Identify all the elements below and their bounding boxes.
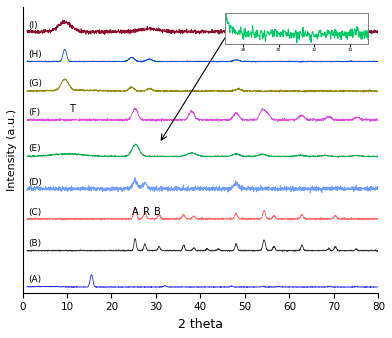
Text: (H): (H) <box>28 50 42 59</box>
Text: (A): (A) <box>28 275 41 284</box>
Text: (F): (F) <box>28 108 40 118</box>
Text: (D): (D) <box>28 178 42 187</box>
Text: T: T <box>69 104 75 114</box>
Text: (C): (C) <box>28 208 41 217</box>
Text: (G): (G) <box>28 79 42 88</box>
Y-axis label: Intensity (a.u.): Intensity (a.u.) <box>7 109 17 191</box>
Text: (I): (I) <box>28 21 38 30</box>
Text: (E): (E) <box>28 145 40 153</box>
Text: B: B <box>154 207 160 217</box>
X-axis label: 2 theta: 2 theta <box>178 318 223 331</box>
Text: A: A <box>132 207 138 217</box>
Text: R: R <box>143 207 149 217</box>
Text: (B): (B) <box>28 239 41 248</box>
